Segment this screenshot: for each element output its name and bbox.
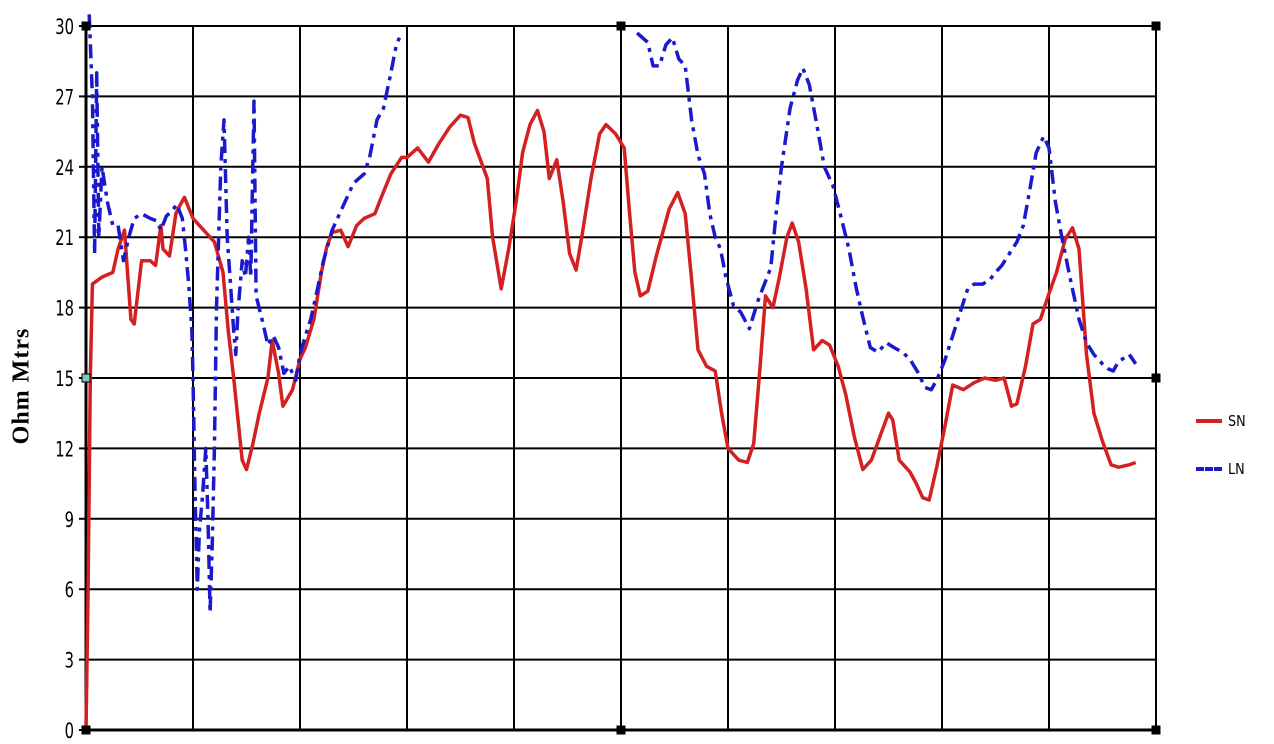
legend-swatch-ln	[1196, 467, 1222, 471]
y-tick-label-0: 0	[65, 720, 74, 743]
y-tick-label-2: 6	[65, 579, 74, 602]
series-line-sn	[84, 108, 1137, 731]
y-tick-label-5: 15	[55, 368, 74, 391]
legend-swatch-sn	[1196, 419, 1222, 423]
selection-handle-2	[1151, 21, 1161, 31]
y-tick-label-9: 27	[55, 87, 74, 110]
selection-handle-6	[616, 725, 626, 735]
legend-item-sn: SN	[1196, 408, 1272, 434]
selection-handle-4	[1151, 373, 1161, 383]
selection-handle-7	[1151, 725, 1161, 735]
y-tick-label-8: 24	[55, 157, 74, 180]
y-tick-label-3: 9	[65, 509, 74, 532]
y-tick-labels: 0 3 6 9 12 15 18 21 24 27 30	[55, 16, 86, 744]
data-series	[84, 14, 1138, 731]
grid-lines	[84, 25, 1157, 732]
y-tick-label-10: 30	[55, 16, 74, 39]
selection-handle-5	[81, 725, 91, 735]
selection-handle-0	[81, 21, 91, 31]
y-tick-label-4: 12	[55, 439, 74, 462]
series-line-ln	[87, 14, 1138, 615]
legend: SN LN	[1196, 408, 1272, 504]
y-tick-label-1: 3	[65, 650, 74, 673]
legend-label-ln: LN	[1228, 460, 1245, 478]
y-axis-label-text: Ohm Mtrs	[8, 327, 35, 445]
selection-handle-1	[616, 21, 626, 31]
y-tick-label-7: 21	[55, 227, 74, 250]
legend-label-sn: SN	[1228, 412, 1246, 430]
legend-item-ln: LN	[1196, 456, 1272, 482]
selection-handles	[81, 21, 1161, 735]
y-tick-label-6: 18	[55, 298, 74, 321]
selection-handle-3	[81, 373, 91, 383]
